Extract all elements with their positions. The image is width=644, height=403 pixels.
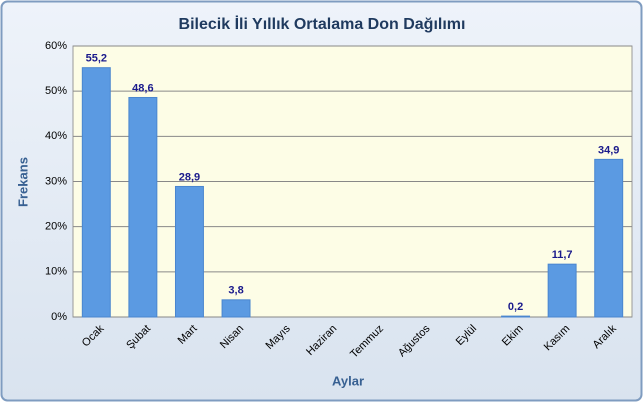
y-tick-label: 20%	[45, 221, 67, 233]
y-tick-label: 60%	[45, 40, 67, 52]
y-tick-label: 40%	[45, 130, 67, 142]
bar	[547, 263, 577, 318]
data-label: 3,8	[228, 285, 243, 297]
bar	[81, 67, 111, 318]
x-axis-title: Aylar	[332, 373, 364, 388]
bar	[174, 185, 204, 318]
chart-title: Bilecik İli Yıllık Ortalama Don Dağılımı	[179, 15, 466, 33]
data-label: 55,2	[86, 53, 107, 65]
data-label: 11,7	[552, 249, 573, 261]
data-label: 48,6	[132, 82, 153, 94]
y-axis-title: Frekans	[15, 157, 30, 207]
bar	[594, 158, 624, 318]
data-label: 28,9	[179, 171, 200, 183]
bar	[128, 96, 158, 318]
data-label: 34,9	[598, 144, 619, 156]
y-tick-label: 50%	[45, 85, 67, 97]
y-tick-label: 10%	[45, 266, 67, 278]
bar	[501, 315, 531, 318]
y-tick-label: 30%	[45, 175, 67, 187]
bar	[221, 299, 251, 318]
data-label: 0,2	[508, 301, 523, 313]
y-tick-label: 0%	[51, 311, 67, 323]
